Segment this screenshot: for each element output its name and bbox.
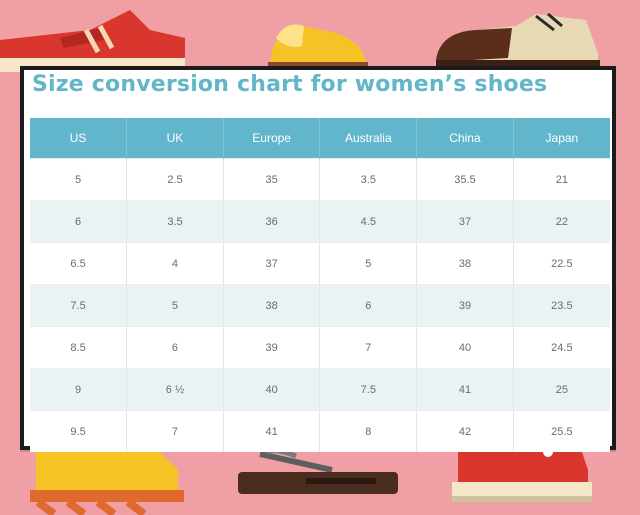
table-cell: 40	[223, 368, 321, 411]
table-row: 5 2.5 35 3.5 35.5 21	[30, 158, 610, 201]
table-cell: 4.5	[319, 200, 418, 243]
col-header-us: US	[30, 118, 128, 159]
col-header-australia: Australia	[319, 118, 418, 159]
table-cell: 24.5	[513, 326, 610, 369]
table-cell: 5	[30, 158, 128, 201]
table-cell: 36	[223, 200, 321, 243]
table-cell: 42	[416, 410, 514, 452]
table-row: 7.5 5 38 6 39 23.5	[30, 284, 610, 327]
table-row: 6.5 4 37 5 38 22.5	[30, 242, 610, 285]
table-cell: 2.5	[126, 158, 224, 201]
table-cell: 35.5	[416, 158, 514, 201]
table-row: 9.5 7 41 8 42 25.5	[30, 410, 610, 452]
table-row: 9 6 ½ 40 7.5 41 25	[30, 368, 610, 411]
table-cell: 41	[416, 368, 514, 411]
table-row: 6 3.5 36 4.5 37 22	[30, 200, 610, 243]
table-cell: 3.5	[126, 200, 224, 243]
col-header-uk: UK	[126, 118, 224, 159]
table-cell: 39	[416, 284, 514, 327]
table-cell: 9	[30, 368, 128, 411]
table-cell: 7.5	[30, 284, 128, 327]
table-cell: 9.5	[30, 410, 128, 452]
table-cell: 35	[223, 158, 321, 201]
table-cell: 41	[223, 410, 321, 452]
col-header-japan: Japan	[513, 118, 610, 159]
table-cell: 8.5	[30, 326, 128, 369]
table-cell: 3.5	[319, 158, 418, 201]
table-cell: 7	[126, 410, 224, 452]
chart-title: Size conversion chart for women’s shoes	[32, 72, 548, 97]
flip-flop-icon	[238, 448, 398, 494]
table-cell: 37	[416, 200, 514, 243]
size-conversion-table: US UK Europe Australia China Japan 5 2.5…	[30, 118, 610, 452]
table-cell: 4	[126, 242, 224, 285]
table-row: 8.5 6 39 7 40 24.5	[30, 326, 610, 369]
table-cell: 38	[416, 242, 514, 285]
col-header-europe: Europe	[223, 118, 321, 159]
table-cell: 22	[513, 200, 610, 243]
table-cell: 21	[513, 158, 610, 201]
table-cell: 6	[126, 326, 224, 369]
table-cell: 6	[319, 284, 418, 327]
table-cell: 5	[319, 242, 418, 285]
table-cell: 6 ½	[126, 368, 224, 411]
table-cell: 22.5	[513, 242, 610, 285]
col-header-china: China	[416, 118, 514, 159]
table-cell: 37	[223, 242, 321, 285]
table-cell: 40	[416, 326, 514, 369]
table-cell: 38	[223, 284, 321, 327]
table-cell: 25	[513, 368, 610, 411]
table-cell: 7	[319, 326, 418, 369]
table-cell: 23.5	[513, 284, 610, 327]
table-cell: 5	[126, 284, 224, 327]
table-cell: 6	[30, 200, 128, 243]
size-chart-card: Size conversion chart for women’s shoes …	[20, 66, 616, 452]
header-row: US UK Europe Australia China Japan	[30, 118, 610, 159]
table-cell: 6.5	[30, 242, 128, 285]
table-cell: 25.5	[513, 410, 610, 452]
table-cell: 39	[223, 326, 321, 369]
table-cell: 7.5	[319, 368, 418, 411]
table-cell: 8	[319, 410, 418, 452]
